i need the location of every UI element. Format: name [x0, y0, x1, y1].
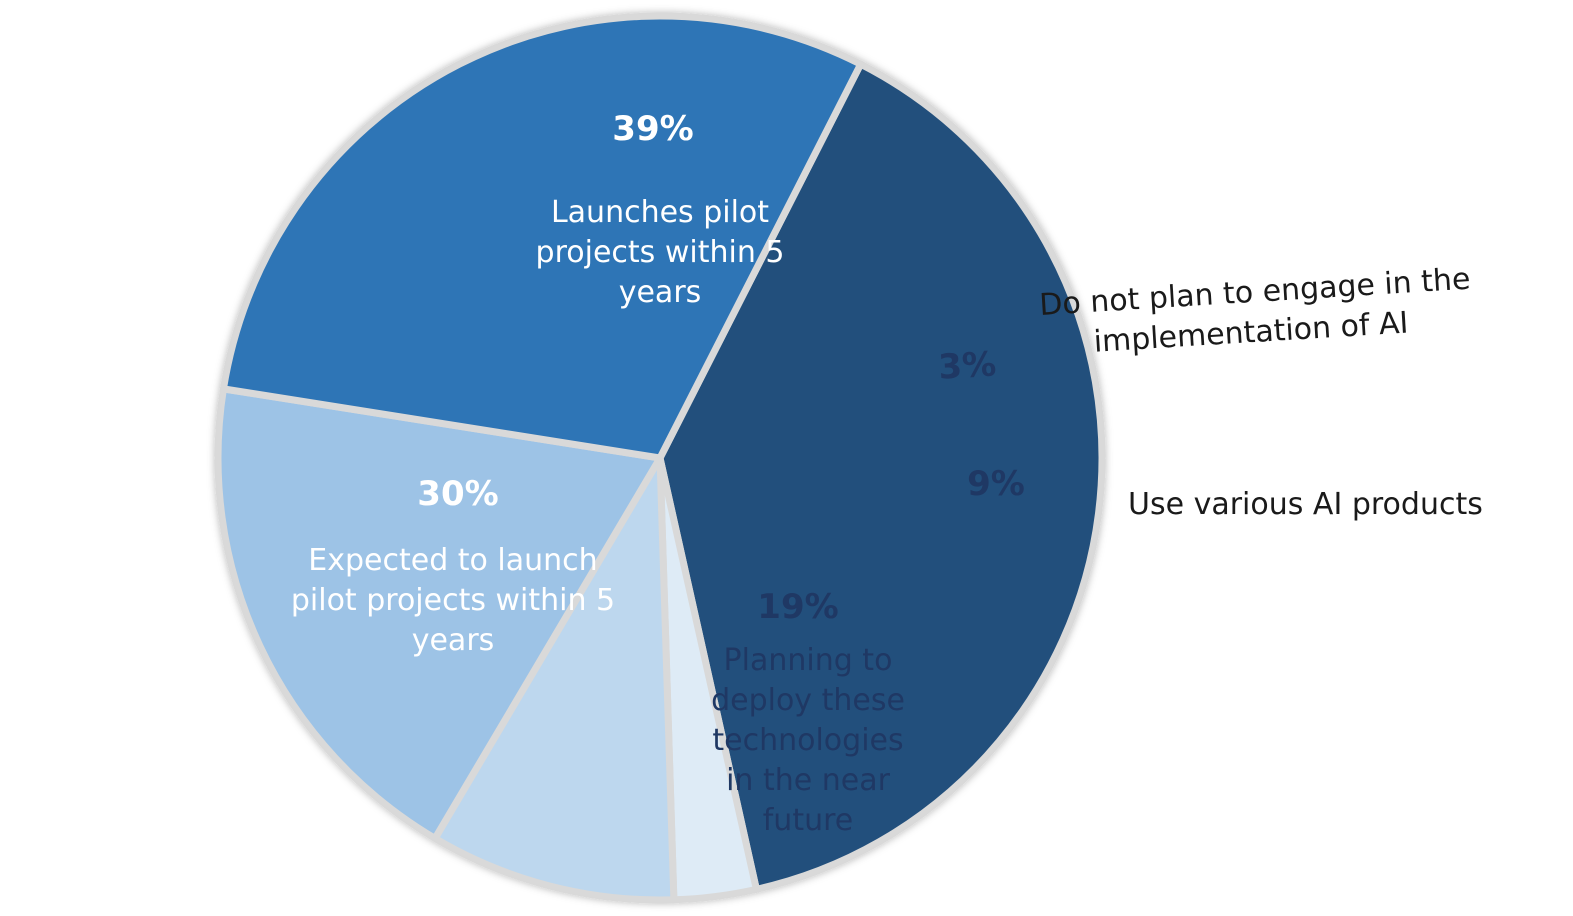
- category-label-various-products: Use various AI products: [1128, 487, 1483, 522]
- pie-slice-various-products: [431, 454, 678, 904]
- pie-slice-launches-pilot: [656, 60, 1106, 893]
- category-label-no-plans: Do not plan to engage in theimplementati…: [1038, 262, 1473, 363]
- category-label-line: years: [619, 275, 702, 310]
- pie-slice-expected-to-launch: [219, 12, 865, 462]
- category-label-line: Launches pilot: [551, 195, 769, 230]
- category-label-line: in the near: [726, 763, 891, 798]
- category-label-line: Expected to launch: [308, 543, 597, 578]
- data-label-no-plans: 3%: [937, 344, 997, 387]
- category-label-line: projects within 5: [536, 235, 785, 270]
- category-label-launches-pilot: Launches pilot projects within 5 years: [536, 195, 785, 310]
- category-label-line: technologies: [712, 723, 903, 758]
- data-label-launches-pilot: 39%: [612, 109, 693, 149]
- category-label-line: deploy these: [711, 683, 905, 718]
- category-label-line: Use various AI products: [1128, 487, 1483, 522]
- category-label-line: pilot projects within 5: [291, 583, 615, 618]
- pie-slice-planning-to-deploy: [214, 385, 664, 842]
- data-label-expected-to-launch: 30%: [417, 474, 498, 514]
- data-label-various-products: 9%: [967, 464, 1025, 504]
- category-label-line: years: [412, 623, 495, 658]
- pie-slices: [214, 12, 1106, 904]
- category-label-line: future: [763, 803, 853, 838]
- data-label-planning-to-deploy: 19%: [757, 587, 838, 627]
- category-label-line: Planning to: [724, 643, 893, 678]
- category-label-expected-to-launch: Expected to launch pilot projects within …: [291, 543, 615, 658]
- category-label-planning-to-deploy: Planning to deploy these technologies in th…: [711, 643, 905, 838]
